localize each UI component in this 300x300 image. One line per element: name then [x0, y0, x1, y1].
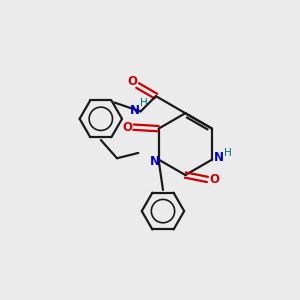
Text: N: N [214, 151, 224, 164]
Text: O: O [127, 76, 137, 88]
Text: O: O [209, 173, 219, 186]
Text: O: O [122, 121, 132, 134]
Text: H: H [224, 148, 231, 158]
Text: N: N [130, 104, 140, 117]
Text: H: H [140, 98, 148, 108]
Text: N: N [150, 155, 160, 168]
